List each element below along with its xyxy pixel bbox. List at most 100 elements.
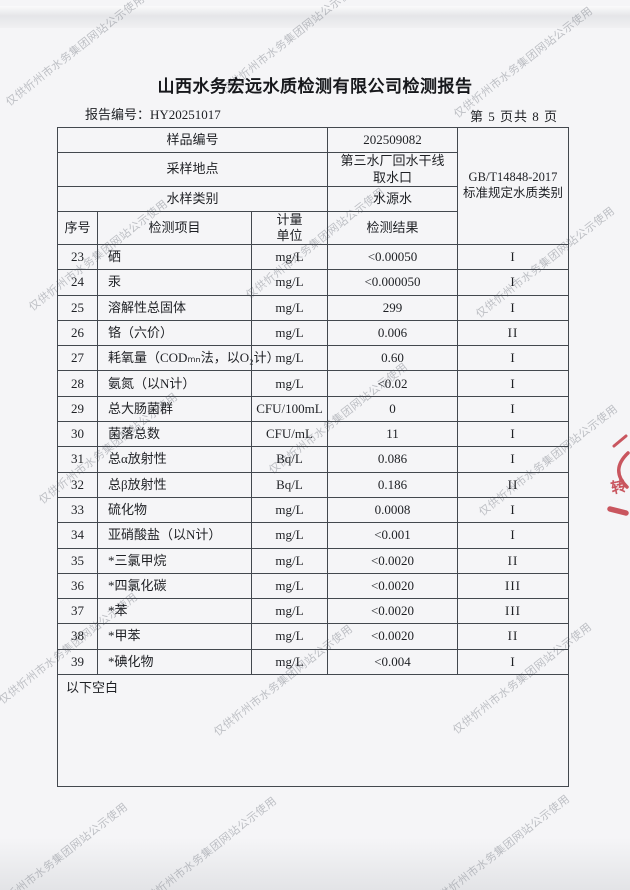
row-item-name: 硫化物 bbox=[98, 497, 252, 524]
row-class: I bbox=[458, 498, 568, 524]
row-index: 36 bbox=[58, 573, 98, 600]
row-index: 23 bbox=[58, 245, 98, 271]
report-number-value: HY20251017 bbox=[150, 107, 221, 122]
row-index: 33 bbox=[58, 497, 98, 524]
scan-shadow-bottom bbox=[0, 838, 630, 890]
row-item-name: 总大肠菌群 bbox=[98, 396, 252, 423]
row-item-name: *碘化物 bbox=[98, 649, 252, 676]
info-value-sample-no: 202509082 bbox=[328, 128, 458, 153]
row-item-name: 菌落总数 bbox=[98, 422, 252, 448]
row-result: <0.0020 bbox=[328, 548, 458, 574]
row-class: I bbox=[458, 245, 568, 271]
row-index: 39 bbox=[58, 649, 98, 676]
row-class: I bbox=[458, 422, 568, 448]
info-value-sample-type: 水源水 bbox=[328, 187, 458, 212]
row-index: 38 bbox=[58, 624, 98, 650]
row-result: 0.086 bbox=[328, 447, 458, 473]
row-unit: mg/L bbox=[252, 649, 328, 676]
row-unit: mg/L bbox=[252, 548, 328, 574]
row-class: I bbox=[458, 523, 568, 549]
row-result: <0.02 bbox=[328, 371, 458, 397]
row-result: <0.001 bbox=[328, 523, 458, 549]
row-unit: mg/L bbox=[252, 371, 328, 397]
report-number: 报告编号：HY20251017 bbox=[85, 104, 221, 123]
standard-line1: GB/T14848-2017 bbox=[468, 170, 558, 185]
row-unit: CFU/100mL bbox=[252, 396, 328, 423]
row-class: II bbox=[458, 549, 568, 574]
row-class: I bbox=[458, 371, 568, 397]
row-item-name: 硒 bbox=[98, 245, 252, 271]
row-item-name: 耗氧量（CODₘₙ法，以O₂计） bbox=[98, 346, 280, 372]
row-result: <0.004 bbox=[328, 649, 458, 676]
row-index: 25 bbox=[58, 295, 98, 321]
row-index: 29 bbox=[58, 396, 98, 423]
row-class: I bbox=[458, 447, 568, 473]
row-unit: mg/L bbox=[252, 346, 328, 372]
row-index: 35 bbox=[58, 548, 98, 574]
row-item-name: 总β放射性 bbox=[98, 472, 252, 498]
row-result: 0 bbox=[328, 396, 458, 423]
results-table: 样品编号 202509082 GB/T14848-2017 标准规定水质类别 采… bbox=[57, 127, 569, 787]
row-result: <0.0020 bbox=[328, 624, 458, 650]
header-result: 检测结果 bbox=[328, 212, 458, 245]
row-unit: mg/L bbox=[252, 573, 328, 600]
row-unit: mg/L bbox=[252, 295, 328, 321]
page-indicator: 第 5 页共 8 页 bbox=[470, 109, 559, 124]
row-unit: mg/L bbox=[252, 320, 328, 347]
row-index: 37 bbox=[58, 599, 98, 625]
row-unit: Bq/L bbox=[252, 472, 328, 498]
page-title: 山西水务宏远水质检测有限公司检测报告 bbox=[157, 77, 473, 96]
row-result: 0.006 bbox=[328, 320, 458, 347]
row-item-name: *甲苯 bbox=[98, 624, 252, 650]
row-class: III bbox=[458, 574, 568, 600]
row-index: 30 bbox=[58, 422, 98, 448]
below-blank-cell: 以下空白 bbox=[58, 675, 568, 786]
row-item-name: 溶解性总固体 bbox=[98, 295, 252, 321]
row-result: <0.000050 bbox=[328, 270, 458, 296]
row-result: <0.00050 bbox=[328, 245, 458, 271]
row-index: 28 bbox=[58, 371, 98, 397]
report-number-label: 报告编号： bbox=[85, 107, 151, 122]
row-class: I bbox=[458, 296, 568, 321]
standard-class-cell: GB/T14848-2017 标准规定水质类别 bbox=[458, 128, 568, 245]
row-unit: Bq/L bbox=[252, 447, 328, 473]
row-class: I bbox=[458, 650, 568, 676]
row-item-name: 铬（六价） bbox=[98, 320, 252, 347]
header-item: 检测项目 bbox=[98, 212, 252, 245]
row-unit: mg/L bbox=[252, 599, 328, 625]
row-result: 299 bbox=[328, 295, 458, 321]
row-item-name: 亚硝酸盐（以N计） bbox=[98, 523, 252, 549]
row-item-name: *三氯甲烷 bbox=[98, 548, 252, 574]
row-item-name: 汞 bbox=[98, 270, 252, 296]
info-value-sampling-site: 第三水厂回水干线取水口 bbox=[328, 153, 458, 187]
row-result: 11 bbox=[328, 422, 458, 448]
standard-line2: 标准规定水质类别 bbox=[462, 186, 563, 200]
row-index: 31 bbox=[58, 447, 98, 473]
row-unit: mg/L bbox=[252, 245, 328, 271]
row-unit: mg/L bbox=[252, 270, 328, 296]
row-item-name: *苯 bbox=[98, 599, 252, 625]
row-class: II bbox=[458, 624, 568, 650]
row-result: <0.0020 bbox=[328, 599, 458, 625]
row-unit: mg/L bbox=[252, 523, 328, 549]
row-index: 27 bbox=[58, 346, 98, 372]
row-class: III bbox=[458, 599, 568, 625]
red-stamp-strokes bbox=[607, 434, 630, 516]
info-label-sampling-site: 采样地点 bbox=[58, 153, 328, 187]
info-label-sample-no: 样品编号 bbox=[58, 128, 328, 153]
row-index: 26 bbox=[58, 320, 98, 347]
red-stamp-partial: 转 bbox=[603, 432, 630, 532]
row-class: I bbox=[458, 397, 568, 423]
row-class: II bbox=[458, 473, 568, 498]
row-result: 0.60 bbox=[328, 346, 458, 372]
row-item-name: 总α放射性 bbox=[98, 447, 252, 473]
row-class: II bbox=[458, 321, 568, 347]
header-index: 序号 bbox=[58, 212, 98, 245]
row-result: 0.0008 bbox=[328, 497, 458, 524]
info-label-sample-type: 水样类别 bbox=[58, 187, 328, 212]
row-unit: CFU/mL bbox=[252, 422, 328, 448]
row-unit: mg/L bbox=[252, 624, 328, 650]
below-blank-note: 以下空白 bbox=[66, 680, 119, 696]
row-class: I bbox=[458, 346, 568, 372]
row-index: 34 bbox=[58, 523, 98, 549]
